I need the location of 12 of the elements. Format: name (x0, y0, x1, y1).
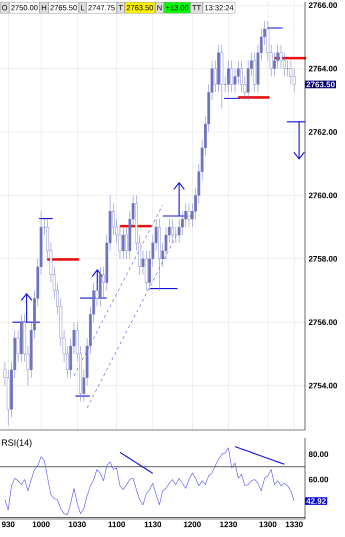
chart-title: RSI(14) (2, 439, 32, 448)
candlestick (253, 52, 256, 93)
line-series (234, 446, 285, 465)
candlestick (286, 60, 289, 77)
candlestick (188, 203, 190, 228)
candlestick (174, 226, 178, 244)
candlestick (144, 250, 148, 291)
candlestick (230, 60, 234, 93)
candlestick (227, 60, 230, 93)
candlestick (122, 226, 125, 260)
candlestick (171, 218, 174, 244)
candlestick (98, 266, 102, 307)
